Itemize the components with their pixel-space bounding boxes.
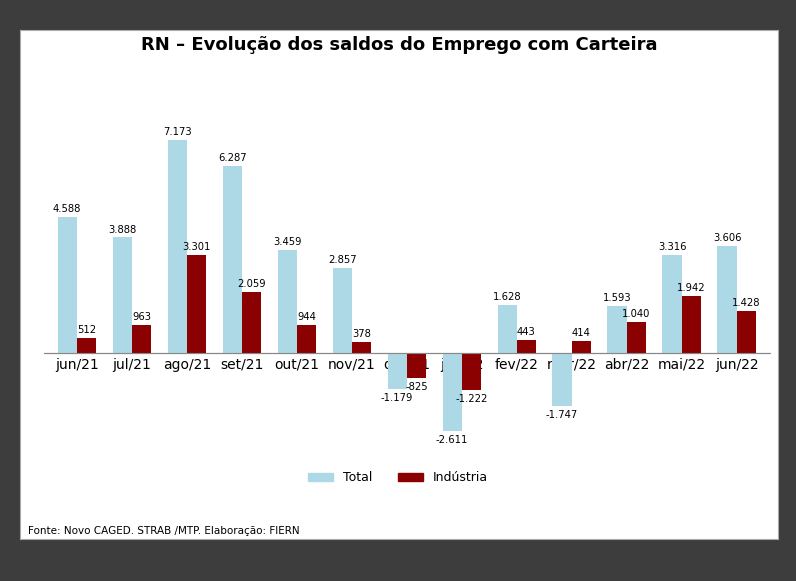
Bar <box>572 341 591 353</box>
Text: 3.459: 3.459 <box>273 237 302 248</box>
Text: 1.428: 1.428 <box>732 298 761 308</box>
Bar <box>278 250 297 353</box>
Bar <box>352 342 371 353</box>
Text: -1.222: -1.222 <box>455 394 488 404</box>
Text: 512: 512 <box>77 325 96 335</box>
Bar <box>607 306 626 353</box>
Text: 4.588: 4.588 <box>53 203 81 214</box>
Bar <box>388 353 407 389</box>
Text: -1.747: -1.747 <box>546 410 578 419</box>
Text: 378: 378 <box>352 329 371 339</box>
Bar <box>626 322 646 353</box>
Bar <box>76 338 96 353</box>
Bar <box>333 268 352 353</box>
Bar <box>552 353 572 406</box>
Text: 7.173: 7.173 <box>163 127 192 137</box>
Text: -825: -825 <box>405 382 427 392</box>
Bar <box>187 255 206 353</box>
Text: Fonte: Novo CAGED. STRAB /MTP. Elaboração: FIERN: Fonte: Novo CAGED. STRAB /MTP. Elaboraçã… <box>28 526 299 536</box>
Text: -1.179: -1.179 <box>381 393 413 403</box>
Bar <box>57 217 76 353</box>
Text: 3.316: 3.316 <box>657 242 686 252</box>
Bar <box>462 353 481 390</box>
Bar <box>407 353 426 378</box>
Bar <box>223 166 242 353</box>
Text: 3.301: 3.301 <box>182 242 211 252</box>
Bar <box>498 305 517 353</box>
Text: 414: 414 <box>572 328 591 338</box>
Bar <box>662 254 681 353</box>
Text: 2.059: 2.059 <box>237 279 266 289</box>
Text: 2.857: 2.857 <box>328 255 357 266</box>
Bar <box>242 292 261 353</box>
Text: 6.287: 6.287 <box>218 153 247 163</box>
Text: RN – Evolução dos saldos do Emprego com Carteira: RN – Evolução dos saldos do Emprego com … <box>141 36 657 54</box>
Text: 1.628: 1.628 <box>493 292 521 302</box>
Bar <box>112 238 132 353</box>
Text: 963: 963 <box>132 312 151 322</box>
Bar <box>443 353 462 431</box>
Text: 1.040: 1.040 <box>622 310 650 320</box>
Bar <box>717 246 737 353</box>
Text: 443: 443 <box>517 327 536 337</box>
Bar <box>132 325 151 353</box>
Text: 3.606: 3.606 <box>713 233 741 243</box>
Text: 1.942: 1.942 <box>677 282 706 293</box>
Bar <box>167 139 187 353</box>
Bar <box>681 296 701 353</box>
Bar <box>517 340 536 353</box>
Text: 3.888: 3.888 <box>108 224 136 235</box>
Text: 944: 944 <box>297 313 316 322</box>
Text: 1.593: 1.593 <box>603 293 631 303</box>
Bar <box>737 311 756 353</box>
Text: -2.611: -2.611 <box>436 436 468 446</box>
Legend: Total, Indústria: Total, Indústria <box>303 467 493 489</box>
Bar <box>297 325 316 353</box>
